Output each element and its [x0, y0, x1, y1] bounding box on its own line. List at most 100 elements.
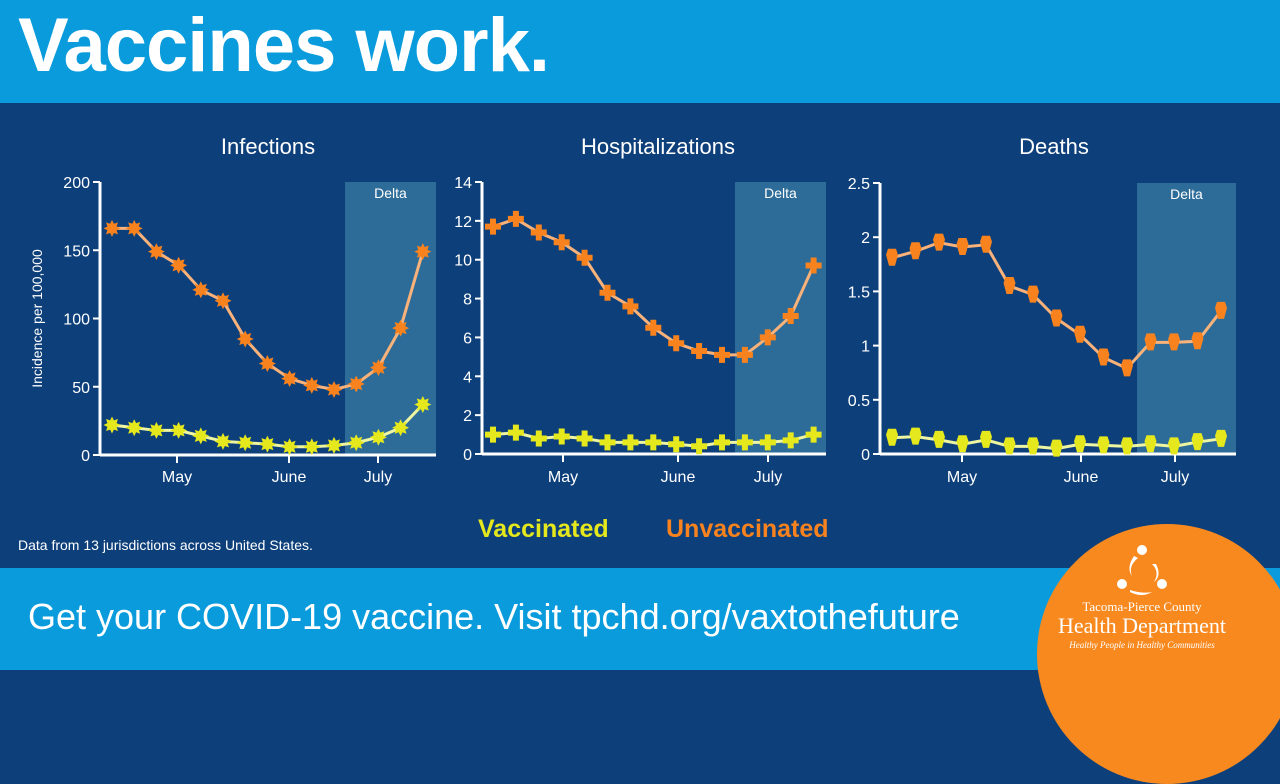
- x-tick-label: May: [947, 469, 977, 486]
- cross-icon: [759, 329, 776, 346]
- virus-icon: [347, 434, 365, 452]
- virus-icon: [392, 319, 410, 337]
- cross-icon: [485, 218, 501, 235]
- cross-icon: [782, 308, 799, 325]
- y-tick-label: 150: [63, 243, 90, 260]
- coffin-icon: [933, 430, 945, 448]
- virus-icon: [414, 243, 432, 261]
- x-tick-label: May: [162, 469, 192, 486]
- x-tick-label: June: [1064, 469, 1099, 486]
- cross-icon: [805, 257, 822, 274]
- x-tick-label: July: [1161, 469, 1189, 486]
- cross-icon: [530, 430, 547, 447]
- x-tick-label: May: [548, 469, 578, 486]
- virus-icon: [258, 355, 276, 372]
- cross-icon: [599, 284, 616, 301]
- virus-icon: [103, 219, 121, 237]
- virus-icon: [170, 421, 188, 439]
- health-department-logo: Tacoma-Pierce County Health Department H…: [1037, 524, 1280, 784]
- coffin-icon: [956, 435, 969, 453]
- delta-band: [345, 182, 436, 455]
- three-people-circle-icon: [1117, 545, 1167, 595]
- y-tick-label: 2.5: [848, 176, 870, 193]
- cross-icon: [645, 434, 662, 451]
- logo-line1: Tacoma-Pierce County: [1082, 599, 1202, 614]
- virus-icon: [325, 436, 343, 454]
- coffin-icon: [1097, 436, 1110, 454]
- coffin-icon: [1215, 429, 1227, 447]
- chart-infections: Delta Infections 0 50 100 150 200 May June July In…: [29, 134, 436, 486]
- coffin-icon: [1144, 333, 1157, 351]
- cross-icon: [530, 224, 547, 241]
- coffin-icon: [1003, 276, 1016, 294]
- y-tick-label: 0: [463, 447, 472, 464]
- virus-icon: [258, 435, 276, 453]
- chart-deaths: Delta Deaths 0 0.5 1 1.5 2 2.5 May June July: [848, 134, 1236, 486]
- cross-icon: [759, 434, 776, 451]
- coffin-icon: [1050, 309, 1063, 327]
- coffin-icon: [1168, 333, 1180, 351]
- cross-icon: [485, 426, 501, 443]
- virus-icon: [281, 370, 299, 388]
- cross-icon: [805, 426, 822, 443]
- y-tick-label: 0: [81, 448, 90, 465]
- chart-title: Hospitalizations: [581, 134, 735, 159]
- virus-icon: [303, 438, 321, 456]
- virus-icon: [214, 292, 232, 310]
- virus-icon: [414, 396, 432, 413]
- coffin-icon: [1191, 433, 1204, 451]
- virus-icon: [147, 243, 165, 261]
- y-tick-label: 1: [861, 339, 870, 356]
- cross-icon: [736, 434, 753, 451]
- cross-icon: [736, 346, 753, 363]
- coffin-icon: [956, 237, 969, 255]
- y-tick-label: 8: [463, 292, 472, 309]
- y-tick-label: 1.5: [848, 284, 870, 301]
- y-tick-label: 10: [454, 253, 472, 270]
- virus-icon: [170, 256, 188, 274]
- virus-icon: [303, 376, 321, 394]
- virus-icon: [103, 416, 121, 434]
- coffin-icon: [1027, 285, 1039, 303]
- legend-unvaccinated: Unvaccinated: [666, 515, 829, 543]
- cross-icon: [553, 428, 570, 445]
- coffin-icon: [886, 248, 898, 266]
- cross-icon: [599, 434, 616, 451]
- coffin-icon: [1168, 437, 1180, 455]
- logo-line2: Health Department: [1058, 613, 1226, 638]
- x-tick-label: July: [364, 469, 392, 486]
- virus-icon: [192, 281, 210, 299]
- chart-title: Deaths: [1019, 134, 1089, 159]
- delta-label: Delta: [1170, 186, 1203, 202]
- coffin-icon: [1050, 439, 1063, 457]
- legend-vaccinated: Vaccinated: [478, 515, 609, 543]
- x-tick-label: July: [754, 469, 782, 486]
- coffin-icon: [1097, 348, 1110, 366]
- chart-hospitalizations: Delta Hospitalizations 0 2 4 6 8 10 12 14 May June J…: [454, 134, 826, 486]
- cross-icon: [576, 249, 593, 266]
- y-tick-label: 6: [463, 330, 472, 347]
- coffin-icon: [1121, 437, 1133, 455]
- y-tick-label: 12: [454, 214, 472, 231]
- coffin-icon: [1215, 301, 1227, 319]
- coffin-icon: [1191, 332, 1204, 350]
- y-tick-label: 0: [861, 447, 870, 464]
- cross-icon: [714, 434, 730, 451]
- coffin-icon: [886, 428, 898, 446]
- y-tick-label: 100: [63, 312, 90, 329]
- delta-label: Delta: [374, 185, 407, 201]
- x-tick-label: June: [661, 469, 696, 486]
- y-axis-label: Incidence per 100,000: [29, 249, 45, 388]
- coffin-icon: [1074, 325, 1086, 343]
- coffin-icon: [909, 242, 922, 260]
- y-tick-label: 2: [463, 408, 472, 425]
- cross-icon: [782, 432, 799, 449]
- y-tick-label: 2: [861, 230, 870, 247]
- cross-icon: [553, 234, 570, 251]
- virus-icon: [125, 419, 143, 437]
- coffin-icon: [1121, 359, 1133, 377]
- delta-label: Delta: [764, 185, 797, 201]
- virus-icon: [347, 375, 365, 393]
- y-tick-label: 0.5: [848, 393, 870, 410]
- cross-icon: [645, 319, 662, 336]
